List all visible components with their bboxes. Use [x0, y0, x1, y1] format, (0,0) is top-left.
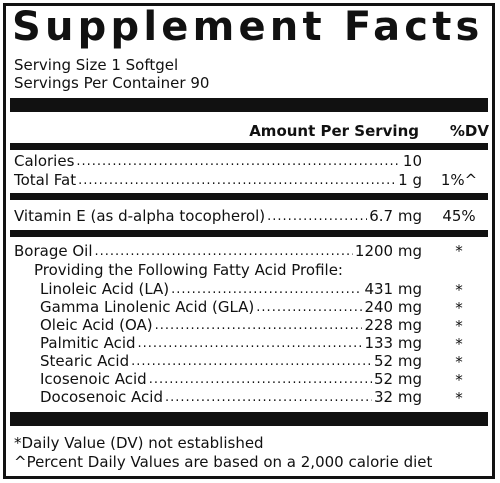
dot-leader: ........................................…: [171, 282, 362, 297]
fatty-acid-row: Linoleic Acid (LA) .....................…: [40, 279, 422, 298]
fatty-acid-amount: 240 mg: [364, 298, 422, 316]
dot-leader: ........................................…: [165, 390, 372, 405]
nutrient-row-total-fat: Total Fat ..............................…: [14, 170, 422, 189]
nutrient-amount: 10: [402, 152, 422, 170]
footnote-dv-not-established: *Daily Value (DV) not established: [14, 434, 264, 452]
fatty-acid-dv: *: [455, 353, 463, 371]
dot-leader: ........................................…: [256, 300, 362, 315]
footnote-percent-basis: ^Percent Daily Values are based on a 2,0…: [14, 453, 433, 471]
servings-per-container: Servings Per Container 90: [14, 74, 210, 92]
nutrient-row-borage-oil: Borage Oil .............................…: [14, 241, 422, 260]
top-thick-bar: [10, 98, 488, 112]
fatty-acid-name: Icosenoic Acid: [40, 370, 147, 388]
fatty-acid-name: Oleic Acid (OA): [40, 316, 153, 334]
nutrient-name: Total Fat: [14, 171, 77, 189]
fatty-acid-name: Linoleic Acid (LA): [40, 280, 170, 298]
fatty-acid-dv: *: [455, 281, 463, 299]
fatty-acid-name: Gamma Linolenic Acid (GLA): [40, 298, 255, 316]
fatty-acid-profile-heading: Providing the Following Fatty Acid Profi…: [34, 261, 343, 279]
fatty-acid-dv: *: [455, 389, 463, 407]
fatty-acid-amount: 52 mg: [374, 352, 422, 370]
fatty-acid-row: Palmitic Acid ..........................…: [40, 333, 422, 352]
dv-header: %DV: [449, 122, 489, 140]
fatty-acid-dv: *: [455, 335, 463, 353]
fatty-acid-row: Oleic Acid (OA) ........................…: [40, 315, 422, 334]
fatty-acid-row: Icosenoic Acid .........................…: [40, 369, 422, 388]
nutrient-dv: *: [455, 242, 463, 260]
label-title: Supplement Facts: [12, 4, 484, 50]
fatty-acid-dv: *: [455, 299, 463, 317]
nutrient-row-vitamin-e: Vitamin E (as d-alpha tocopherol) ......…: [14, 206, 422, 225]
serving-size: Serving Size 1 Softgel: [14, 56, 179, 74]
dot-leader: ........................................…: [267, 209, 367, 224]
amount-per-serving-header: Amount Per Serving: [249, 122, 419, 140]
nutrient-name: Calories: [14, 152, 75, 170]
dot-leader: ........................................…: [76, 154, 401, 169]
nutrient-name: Vitamin E (as d-alpha tocopherol): [14, 207, 266, 225]
nutrient-dv: 1%^: [440, 171, 478, 189]
dot-leader: ........................................…: [154, 318, 363, 333]
nutrient-name: Borage Oil: [14, 242, 93, 260]
fatty-acid-amount: 52 mg: [374, 370, 422, 388]
fatty-acid-dv: *: [455, 371, 463, 389]
fatty-acid-name: Docosenoic Acid: [40, 388, 163, 406]
fatty-acid-amount: 431 mg: [364, 280, 422, 298]
nutrient-amount: 6.7 mg: [369, 207, 422, 225]
fatty-acid-row: Docosenoic Acid ........................…: [40, 387, 422, 406]
dot-leader: ........................................…: [78, 173, 397, 188]
dot-leader: ........................................…: [148, 372, 372, 387]
bottom-thick-bar: [10, 412, 488, 426]
fatty-acid-amount: 228 mg: [364, 316, 422, 334]
divider-bar: [10, 193, 488, 200]
fatty-acid-dv: *: [455, 317, 463, 335]
dot-leader: ........................................…: [131, 354, 372, 369]
fatty-acid-row: Gamma Linolenic Acid (GLA) .............…: [40, 297, 422, 316]
nutrient-row-calories: Calories ...............................…: [14, 151, 422, 170]
fatty-acid-amount: 32 mg: [374, 388, 422, 406]
nutrient-dv: 45%: [442, 207, 476, 225]
fatty-acid-name: Stearic Acid: [40, 352, 130, 370]
supplement-facts-panel: Supplement Facts Serving Size 1 Softgel …: [3, 3, 495, 479]
header-bar: [10, 143, 488, 150]
dot-leader: ........................................…: [94, 244, 353, 259]
nutrient-amount: 1 g: [398, 171, 422, 189]
nutrient-amount: 1200 mg: [354, 242, 422, 260]
divider-bar: [10, 230, 488, 237]
dot-leader: ........................................…: [137, 336, 363, 351]
fatty-acid-name: Palmitic Acid: [40, 334, 136, 352]
fatty-acid-amount: 133 mg: [364, 334, 422, 352]
fatty-acid-row: Stearic Acid ...........................…: [40, 351, 422, 370]
